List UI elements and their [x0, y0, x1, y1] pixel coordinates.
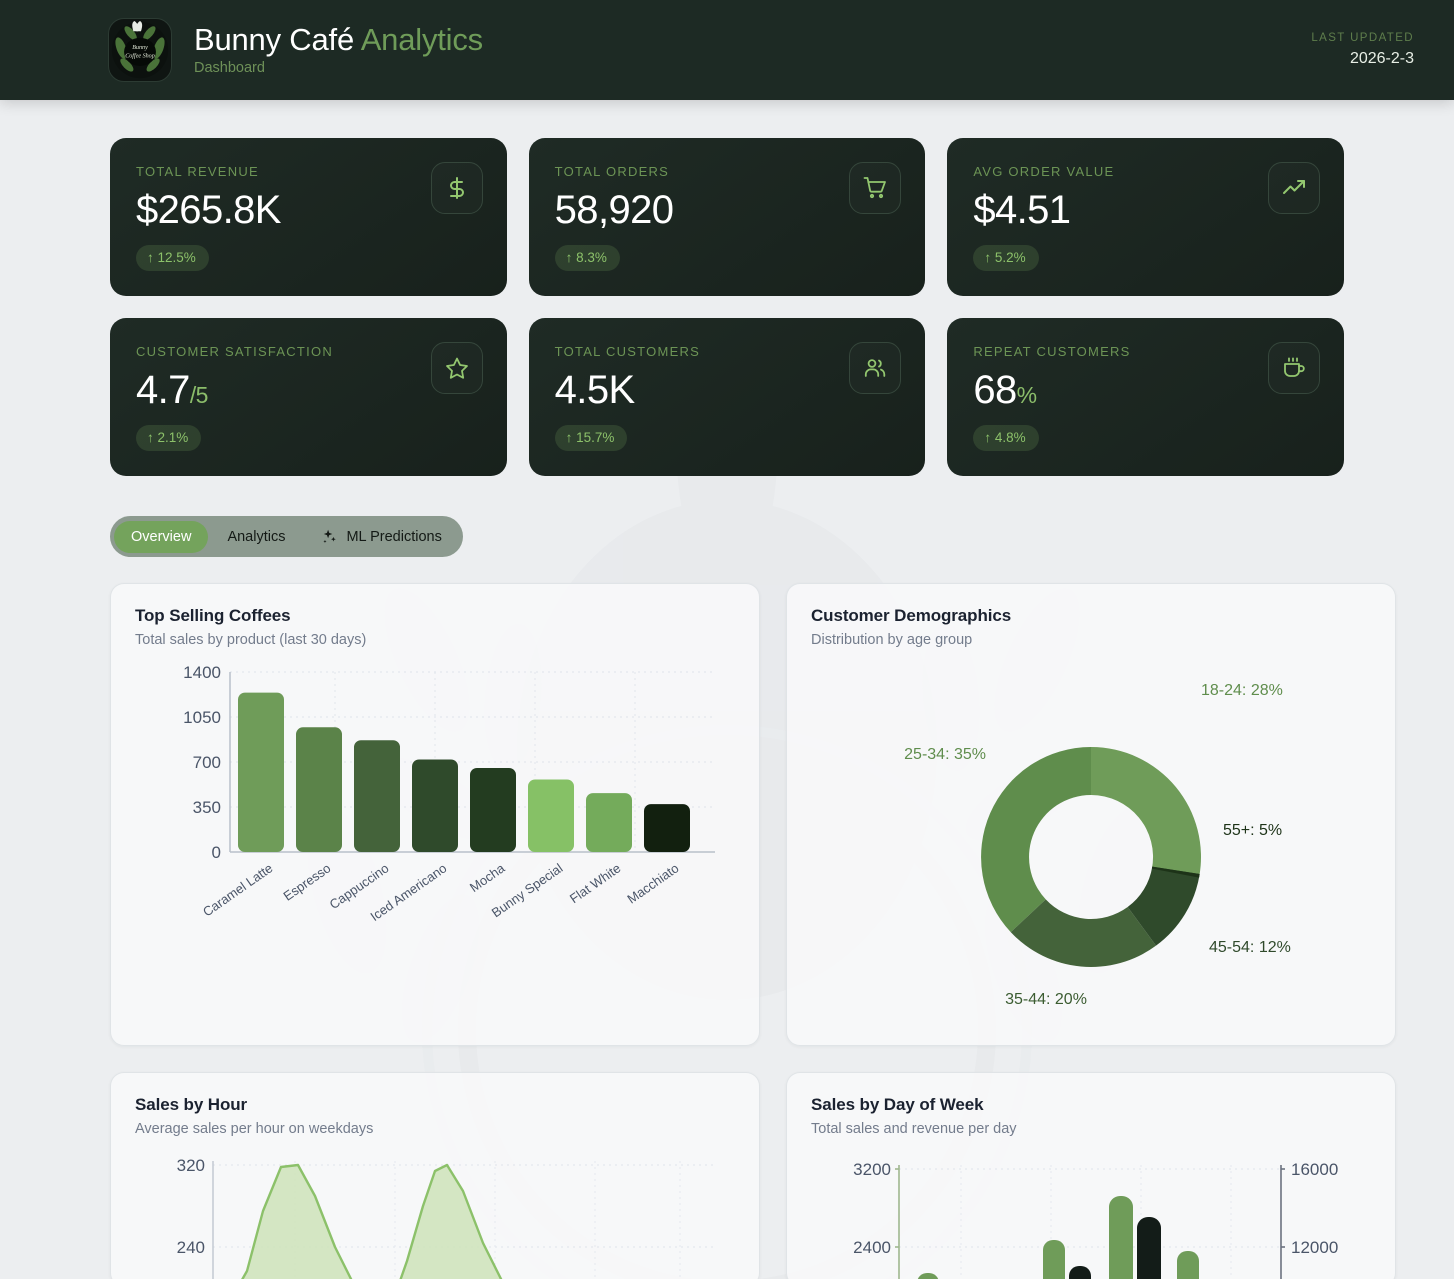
svg-text:Caramel Latte: Caramel Latte — [200, 860, 275, 919]
app-header: Bunny Coffee Shop Bunny Café Analytics D… — [0, 0, 1454, 100]
last-updated-value: 2026-2-3 — [1349, 50, 1414, 67]
bar-chart-top-selling: 1400 1050 700 350 0 — [135, 662, 735, 967]
brand-block: Bunny Café Analytics Dashboard — [194, 21, 483, 77]
svg-text:2400: 2400 — [853, 1238, 891, 1257]
pie-label-25-34: 25-34: 35% — [904, 746, 986, 763]
tab-overview-label: Overview — [131, 528, 192, 545]
metrics-grid: TOTAL REVENUE $265.8K ↑ 12.5% TOTAL ORDE… — [110, 138, 1344, 476]
chart-title: Top Selling Coffees — [135, 606, 291, 625]
metric-label: CUSTOMER SATISFACTION — [136, 344, 333, 359]
svg-text:Macchiato: Macchiato — [624, 860, 681, 906]
metric-value: 4.7/5 — [136, 368, 208, 412]
pie-label-18-24: 18-24: 28% — [1201, 682, 1283, 699]
tab-ml-predictions-label: ML Predictions — [346, 528, 442, 545]
coffee-cup-icon — [1267, 342, 1320, 394]
metric-card-total-customers[interactable]: TOTAL CUSTOMERS 4.5K ↑ 15.7% — [528, 318, 926, 476]
metric-label: TOTAL ORDERS — [554, 164, 670, 179]
tab-overview[interactable]: Overview — [114, 520, 209, 553]
trending-up-icon — [1267, 162, 1320, 214]
svg-text:350: 350 — [193, 798, 221, 817]
users-icon — [849, 342, 902, 394]
metric-label: TOTAL REVENUE — [136, 164, 259, 179]
chart-subtitle: Total sales and revenue per day — [811, 1121, 1017, 1137]
view-tabs[interactable]: Overview Analytics ML Predictions — [110, 516, 463, 557]
svg-text:1050: 1050 — [183, 708, 221, 727]
svg-text:320: 320 — [177, 1156, 205, 1175]
svg-text:Flat White: Flat White — [567, 860, 624, 906]
brand-title-main: Bunny Café — [194, 21, 354, 57]
metric-delta-badge: ↑ 12.5% — [136, 245, 209, 271]
tab-analytics[interactable]: Analytics — [210, 521, 302, 553]
metric-card-repeat-customers[interactable]: REPEAT CUSTOMERS 68% ↑ 4.8% — [947, 318, 1344, 476]
metric-delta-badge: ↑ 5.2% — [973, 245, 1039, 271]
metric-delta-badge: ↑ 4.8% — [973, 425, 1039, 451]
svg-text:700: 700 — [193, 753, 221, 772]
metric-card-total-revenue[interactable]: TOTAL REVENUE $265.8K ↑ 12.5% — [110, 138, 507, 296]
svg-text:16000: 16000 — [1291, 1160, 1338, 1179]
shopping-cart-icon — [849, 162, 902, 214]
chart-title: Sales by Hour — [135, 1095, 248, 1114]
svg-text:Bunny: Bunny — [132, 45, 148, 51]
pie-label-45-54: 45-54: 12% — [1209, 939, 1291, 956]
last-updated-block: LAST UPDATED 2026-2-3 — [1311, 32, 1414, 68]
charts-grid: Top Selling Coffees Total sales by produ… — [110, 583, 1396, 1279]
pie-label-35-44: 35-44: 20% — [1005, 991, 1087, 1008]
sparkle-icon — [321, 528, 338, 545]
metric-label: REPEAT CUSTOMERS — [973, 344, 1131, 359]
dollar-icon — [430, 162, 483, 214]
metric-label: AVG ORDER VALUE — [973, 164, 1115, 179]
chart-subtitle: Average sales per hour on weekdays — [135, 1121, 374, 1137]
svg-text:1400: 1400 — [183, 663, 221, 682]
card-sales-by-hour: Sales by Hour Average sales per hour on … — [110, 1072, 760, 1279]
svg-text:Mocha: Mocha — [467, 860, 508, 895]
metric-value: $4.51 — [973, 188, 1071, 232]
donut-chart-demographics: 18-24: 28% 25-34: 35% 35-44: 20% 45-54: … — [811, 662, 1371, 1047]
tab-ml-predictions[interactable]: ML Predictions — [304, 520, 458, 553]
metric-card-total-orders[interactable]: TOTAL ORDERS 58,920 ↑ 8.3% — [528, 138, 926, 296]
metric-value: 68% — [973, 368, 1037, 412]
star-icon — [430, 342, 483, 394]
metric-value: 4.5K — [554, 368, 635, 412]
svg-text:240: 240 — [177, 1238, 205, 1257]
page-subtitle: Dashboard — [194, 60, 265, 77]
bar-chart-sales-by-day: 3200 2400 16000 12000 — [811, 1151, 1371, 1279]
svg-text:0: 0 — [212, 843, 221, 862]
metric-value: $265.8K — [136, 188, 281, 232]
chart-title: Customer Demographics — [811, 606, 1012, 625]
main-content: TOTAL REVENUE $265.8K ↑ 12.5% TOTAL ORDE… — [0, 100, 1454, 1279]
svg-text:3200: 3200 — [853, 1160, 891, 1179]
brand-title-accent: Analytics — [360, 21, 483, 57]
metric-delta-badge: ↑ 8.3% — [554, 245, 620, 271]
svg-text:Coffee Shop: Coffee Shop — [125, 53, 155, 60]
card-sales-by-day-of-week: Sales by Day of Week Total sales and rev… — [786, 1072, 1396, 1279]
card-customer-demographics: Customer Demographics Distribution by ag… — [786, 583, 1396, 1046]
pie-label-55plus: 55+: 5% — [1223, 822, 1282, 839]
metric-delta-badge: ↑ 15.7% — [554, 425, 628, 451]
tab-analytics-label: Analytics — [227, 528, 286, 545]
chart-title: Sales by Day of Week — [811, 1095, 984, 1114]
svg-text:12000: 12000 — [1291, 1238, 1338, 1257]
metric-label: TOTAL CUSTOMERS — [554, 344, 701, 359]
metric-delta-badge: ↑ 2.1% — [136, 425, 202, 451]
metric-card-avg-order-value[interactable]: AVG ORDER VALUE $4.51 ↑ 5.2% — [947, 138, 1344, 296]
card-top-selling-coffees: Top Selling Coffees Total sales by produ… — [110, 583, 760, 1046]
metric-card-customer-satisfaction[interactable]: CUSTOMER SATISFACTION 4.7/5 ↑ 2.1% — [110, 318, 507, 476]
area-chart-sales-by-hour: 320 240 — [135, 1151, 735, 1279]
page-title: Bunny Café Analytics — [194, 21, 483, 57]
metric-value: 58,920 — [554, 188, 674, 232]
chart-subtitle: Distribution by age group — [811, 632, 973, 648]
last-updated-label: LAST UPDATED — [1311, 32, 1414, 44]
svg-text:Espresso: Espresso — [280, 860, 333, 903]
chart-subtitle: Total sales by product (last 30 days) — [135, 632, 367, 648]
app-logo: Bunny Coffee Shop — [108, 18, 172, 82]
